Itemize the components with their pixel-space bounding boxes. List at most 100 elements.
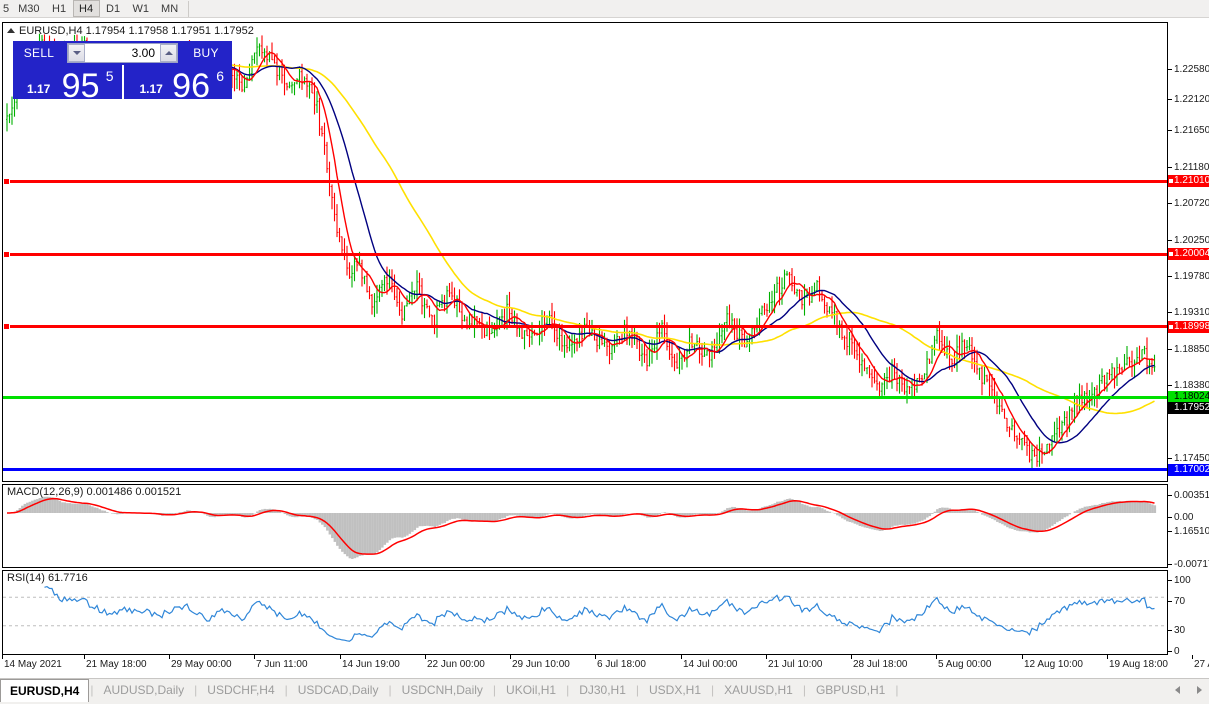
tab-separator: | — [802, 683, 806, 697]
timeframe-button-d1[interactable]: D1 — [106, 2, 121, 15]
rsi-axis-tick: 100 — [1168, 575, 1209, 586]
chart-tab-eurusd-h4[interactable]: EURUSD,H4 — [0, 679, 90, 702]
time-axis[interactable]: 14 May 2021 21 May 18:00 29 May 00:00 7 Jun… — [2, 655, 1209, 674]
timeframe-button-h1[interactable]: H1 — [52, 2, 67, 15]
time-axis-tick: 14 Jun 19:00 — [340, 655, 400, 670]
price-marker-dot — [1169, 468, 1173, 472]
price-axis-marker-label: 1.17952 — [1168, 402, 1209, 414]
volume-input[interactable]: 3.00 — [85, 44, 160, 62]
line-drag-handle[interactable] — [3, 178, 10, 185]
chevron-up-icon — [164, 51, 173, 55]
volume-decrease-button[interactable] — [68, 44, 85, 62]
price-axis-marker-label: 1.21010 — [1168, 175, 1209, 187]
volume-increase-button[interactable] — [160, 44, 177, 62]
horizontal-price-line[interactable] — [3, 251, 1167, 258]
buy-price-fraction: 6 — [216, 68, 224, 84]
macd-axis-tick: -0.007178 — [1168, 559, 1209, 570]
tab-separator: | — [194, 683, 198, 697]
time-axis-tick: 29 May 00:00 — [169, 655, 232, 670]
sell-price-block[interactable]: 1.17 95 5 — [13, 65, 122, 103]
chart-tab-ukoil-h1[interactable]: UKOil,H1 — [506, 683, 557, 697]
macd-axis-tick: 0.003515 — [1168, 490, 1209, 501]
price-axis-tick: 1.16510 — [1168, 526, 1209, 537]
chart-tab-gbpusd-h1[interactable]: GBPUSD,H1 — [815, 683, 886, 697]
chart-tab-usdchf-h4[interactable]: USDCHF,H4 — [207, 683, 275, 697]
scroll-right-icon[interactable] — [1195, 682, 1205, 696]
tab-separator: | — [635, 683, 639, 697]
rsi-axis-tick: 30 — [1168, 625, 1209, 636]
sell-price-big: 95 — [61, 67, 100, 105]
price-axis-tick: 1.22580 — [1168, 64, 1209, 75]
time-axis-tick: 12 Aug 10:00 — [1022, 655, 1083, 670]
buy-button[interactable]: BUY — [193, 46, 219, 60]
tab-separator: | — [388, 683, 392, 697]
collapse-triangle-icon[interactable] — [7, 28, 15, 33]
chart-frame: EURUSD,H4 1.17954 1.17958 1.17951 1.1795… — [0, 20, 1209, 676]
time-axis-tick: 28 Jul 18:00 — [851, 655, 908, 670]
time-axis-tick: 14 Jul 00:00 — [681, 655, 738, 670]
sell-price-fraction: 5 — [105, 68, 114, 84]
horizontal-price-line[interactable] — [3, 323, 1167, 330]
price-axis-tick: 1.20250 — [1168, 235, 1209, 246]
macd-axis-tick: 0.00 — [1168, 512, 1209, 523]
horizontal-price-line[interactable] — [3, 178, 1167, 185]
time-axis-tick: 21 May 18:00 — [84, 655, 147, 670]
timeframe-toolbar: 5 M30 H1 H4 D1 W1 MN — [0, 0, 1209, 18]
scroll-left-icon[interactable] — [1173, 682, 1183, 696]
line-drag-handle[interactable] — [3, 323, 10, 330]
volume-stepper[interactable]: 3.00 — [67, 43, 178, 63]
price-marker-dot — [1169, 395, 1173, 399]
time-axis-tick: 22 Jun 00:00 — [425, 655, 485, 670]
horizontal-price-line[interactable] — [3, 396, 1167, 399]
one-click-trading-panel[interactable]: SELL 3.00 BUY 1.17 95 5 1.17 — [13, 41, 233, 103]
price-marker-value: 1.17002 — [1174, 464, 1209, 475]
toolbar-separator — [188, 0, 190, 17]
tab-separator: | — [566, 683, 570, 697]
arrow-left-glyph — [1175, 686, 1180, 694]
timeframe-button-m30[interactable]: M30 — [18, 2, 40, 15]
timeframe-button-mn[interactable]: MN — [161, 2, 179, 15]
price-marker-value: 1.18998 — [1174, 321, 1209, 332]
timeframe-button-w1[interactable]: W1 — [132, 2, 150, 15]
timeframe-button-group: 5 M30 H1 H4 D1 W1 MN — [0, 0, 184, 18]
rsi-title-label: RSI(14) 61.7716 — [7, 572, 88, 584]
time-axis-tick: 14 May 2021 — [2, 655, 62, 670]
chart-tab-bar: EURUSD,H4 | AUDUSD,Daily | USDCHF,H4 | USDCAD,… — [0, 678, 1209, 704]
price-axis[interactable]: 1.22580 1.22120 1.21650 1.21180 1.20720 1.202… — [1168, 22, 1209, 537]
buy-price-block[interactable]: 1.17 96 6 — [121, 65, 233, 103]
horizontal-price-line[interactable] — [3, 468, 1167, 471]
rsi-pane[interactable]: RSI(14) 61.7716 — [2, 570, 1168, 655]
time-axis-tick: 6 Jul 18:00 — [595, 655, 646, 670]
time-axis-tick: 5 Aug 00:00 — [935, 655, 992, 670]
tab-separator: | — [284, 683, 288, 697]
time-axis-tick: 21 Jul 10:00 — [766, 655, 823, 670]
line-drag-handle[interactable] — [3, 251, 10, 258]
chart-tab-usdx-h1[interactable]: USDX,H1 — [649, 683, 702, 697]
symbol-ohlc-text: EURUSD,H4 1.17954 1.17958 1.17951 1.1795… — [19, 25, 254, 37]
sell-button[interactable]: SELL — [23, 46, 55, 60]
price-marker-dot — [1169, 406, 1173, 410]
chevron-down-icon — [72, 51, 81, 55]
price-marker-dot — [1169, 179, 1173, 183]
chart-tab-dj30-h1[interactable]: DJ30,H1 — [579, 683, 626, 697]
chart-tab-usdcad-daily[interactable]: USDCAD,Daily — [297, 683, 379, 697]
price-axis-tick: 1.18380 — [1168, 380, 1209, 391]
price-axis-marker-label: 1.18998 — [1168, 321, 1209, 333]
one-click-trading-prices: 1.17 95 5 1.17 96 6 — [13, 65, 233, 103]
macd-series-canvas — [7, 496, 1157, 559]
price-chart-pane[interactable]: EURUSD,H4 1.17954 1.17958 1.17951 1.1795… — [2, 22, 1168, 482]
one-click-trading-header: SELL 3.00 BUY — [13, 41, 232, 65]
chart-tab-usdcnh-daily[interactable]: USDCNH,Daily — [401, 683, 483, 697]
chart-tab-xauusd-h1[interactable]: XAUUSD,H1 — [724, 683, 793, 697]
price-axis-tick: 1.22120 — [1168, 94, 1209, 105]
chart-tab-list: EURUSD,H4 | AUDUSD,Daily | USDCHF,H4 | USDCAD,… — [0, 679, 899, 704]
timeframe-button-5[interactable]: 5 — [3, 2, 10, 15]
timeframe-button-h4[interactable]: H4 — [72, 0, 100, 17]
price-marker-value: 1.20004 — [1174, 248, 1209, 259]
price-axis-tick: 1.18850 — [1168, 344, 1209, 355]
macd-pane[interactable]: MACD(12,26,9) 0.001486 0.001521 — [2, 484, 1168, 568]
rsi-axis: 100 70 30 0 — [1168, 570, 1209, 657]
price-axis-marker-label: 1.20004 — [1168, 248, 1209, 260]
price-marker-value: 1.17952 — [1174, 402, 1209, 413]
chart-tab-audusd-daily[interactable]: AUDUSD,Daily — [103, 683, 185, 697]
